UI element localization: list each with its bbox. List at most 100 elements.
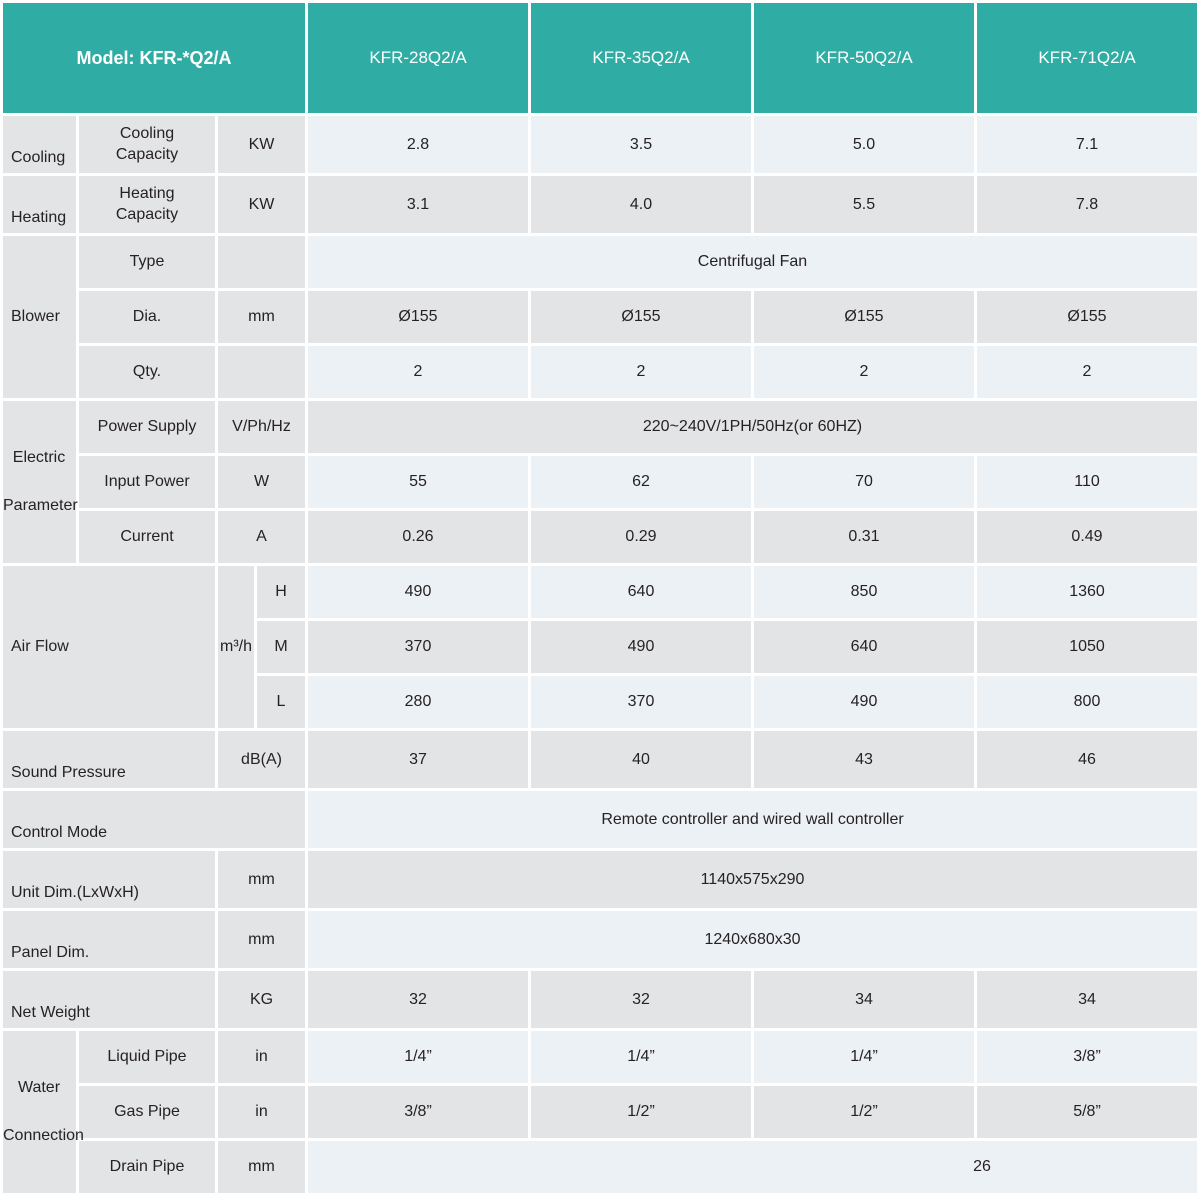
cooling-group-label: Cooling [3, 116, 76, 173]
heating-unit: KW [218, 176, 305, 233]
heating-row: Heating Heating Capacity KW 3.1 4.0 5.5 … [3, 176, 1197, 233]
input-power-unit: W [218, 456, 305, 508]
gas-pipe-value-4: 5/8” [977, 1086, 1197, 1138]
net-weight-value-2: 32 [531, 971, 751, 1028]
control-mode-label: Control Mode [3, 791, 305, 848]
cooling-value-3: 5.0 [754, 116, 974, 173]
sound-pressure-value-2: 40 [531, 731, 751, 788]
liquid-pipe-value-4: 3/8” [977, 1031, 1197, 1083]
input-power-value-3: 70 [754, 456, 974, 508]
air-flow-h-value-3: 850 [754, 566, 974, 618]
blower-qty-value-2: 2 [531, 346, 751, 398]
drain-pipe-label: Drain Pipe [79, 1141, 215, 1193]
current-row: Current A 0.26 0.29 0.31 0.49 [3, 511, 1197, 563]
control-mode-row: Control Mode Remote controller and wired… [3, 791, 1197, 848]
drain-pipe-row: Drain Pipe mm 26 [3, 1141, 1197, 1193]
air-flow-l-value-3: 490 [754, 676, 974, 728]
gas-pipe-unit: in [218, 1086, 305, 1138]
heating-value-3: 5.5 [754, 176, 974, 233]
liquid-pipe-unit: in [218, 1031, 305, 1083]
net-weight-value-4: 34 [977, 971, 1197, 1028]
panel-dim-unit: mm [218, 911, 305, 968]
heating-capacity-label: Heating Capacity [79, 176, 215, 233]
blower-dia-value-1: Ø155 [308, 291, 528, 343]
air-flow-h-row: Air Flow m³/h H 490 640 850 1360 [3, 566, 1197, 728]
cooling-value-2: 3.5 [531, 116, 751, 173]
air-flow-unit: m³/h [218, 566, 254, 728]
heating-group-label: Heating [3, 176, 76, 233]
blower-qty-value-3: 2 [754, 346, 974, 398]
air-flow-m-label: M [257, 621, 305, 673]
net-weight-label: Net Weight [3, 971, 215, 1028]
drain-pipe-unit: mm [218, 1141, 305, 1193]
heating-value-4: 7.8 [977, 176, 1197, 233]
heating-value-1: 3.1 [308, 176, 528, 233]
air-flow-group-label: Air Flow [3, 566, 215, 728]
air-flow-h-label: H [257, 566, 305, 618]
net-weight-value-3: 34 [754, 971, 974, 1028]
cooling-value-4: 7.1 [977, 116, 1197, 173]
net-weight-row: Net Weight KG 32 32 34 34 [3, 971, 1197, 1028]
liquid-pipe-value-3: 1/4” [754, 1031, 974, 1083]
sound-pressure-unit: dB(A) [218, 731, 305, 788]
unit-dim-row: Unit Dim.(LxWxH) mm 1140x575x290 [3, 851, 1197, 908]
current-unit: A [218, 511, 305, 563]
current-value-4: 0.49 [977, 511, 1197, 563]
cooling-value-1: 2.8 [308, 116, 528, 173]
air-flow-m-value-4: 1050 [977, 621, 1197, 673]
panel-dim-value: 1240x680x30 [308, 911, 1197, 968]
air-flow-l-row: L 280 370 490 800 [3, 676, 1197, 728]
current-value-1: 0.26 [308, 511, 528, 563]
model-column-2: KFR-35Q2/A [531, 3, 751, 113]
header-row: Model: KFR-*Q2/A KFR-28Q2/A KFR-35Q2/A K… [3, 3, 1197, 113]
gas-pipe-value-1: 3/8” [308, 1086, 528, 1138]
air-flow-m-value-2: 490 [531, 621, 751, 673]
electric-group-label: Electric Parameter [3, 401, 78, 563]
air-flow-m-row: M 370 490 640 1050 [3, 621, 1197, 673]
current-label: Current [79, 511, 215, 563]
air-flow-l-value-1: 280 [308, 676, 528, 728]
heating-value-2: 4.0 [531, 176, 751, 233]
blower-dia-label: Dia. [79, 291, 215, 343]
power-supply-row: Electric Parameter Power Supply V/Ph/Hz … [3, 401, 1197, 563]
input-power-value-4: 110 [977, 456, 1197, 508]
blower-dia-value-2: Ø155 [531, 291, 751, 343]
model-column-1: KFR-28Q2/A [308, 3, 528, 113]
liquid-pipe-value-2: 1/4” [531, 1031, 751, 1083]
liquid-pipe-value-1: 1/4” [308, 1031, 528, 1083]
sound-pressure-value-4: 46 [977, 731, 1197, 788]
unit-dim-value: 1140x575x290 [308, 851, 1197, 908]
water-group-label: Water Connection [3, 1031, 84, 1193]
input-power-label: Input Power [79, 456, 215, 508]
blower-group-label: Blower [3, 236, 76, 398]
cooling-capacity-label: Cooling Capacity [79, 116, 215, 173]
input-power-value-1: 55 [308, 456, 528, 508]
net-weight-unit: KG [218, 971, 305, 1028]
air-flow-m-value-1: 370 [308, 621, 528, 673]
power-supply-unit: V/Ph/Hz [218, 401, 305, 453]
gas-pipe-value-2: 1/2” [531, 1086, 751, 1138]
sound-pressure-row: Sound Pressure dB(A) 37 40 43 46 [3, 731, 1197, 788]
blower-type-value: Centrifugal Fan [308, 236, 1197, 288]
air-flow-l-label: L [257, 676, 305, 728]
sound-pressure-value-1: 37 [308, 731, 528, 788]
model-column-4: KFR-71Q2/A [977, 3, 1197, 113]
current-value-3: 0.31 [754, 511, 974, 563]
sound-pressure-value-3: 43 [754, 731, 974, 788]
blower-type-row: Blower Type Centrifugal Fan [3, 236, 1197, 398]
air-flow-l-value-4: 800 [977, 676, 1197, 728]
air-flow-h-value-2: 640 [531, 566, 751, 618]
air-flow-l-value-2: 370 [531, 676, 751, 728]
input-power-row: Input Power W 55 62 70 110 [3, 456, 1197, 508]
liquid-pipe-row: Water Connection Liquid Pipe in 1/4” 1/4… [3, 1031, 1197, 1193]
blower-dia-value-3: Ø155 [754, 291, 974, 343]
blower-qty-row: Qty. 2 2 2 2 [3, 346, 1197, 398]
model-column-3: KFR-50Q2/A [754, 3, 974, 113]
model-header-label: Model: KFR-*Q2/A [3, 3, 305, 113]
unit-dim-label: Unit Dim.(LxWxH) [3, 851, 215, 908]
gas-pipe-label: Gas Pipe [79, 1086, 215, 1138]
blower-qty-value-4: 2 [977, 346, 1197, 398]
panel-dim-label: Panel Dim. [3, 911, 215, 968]
blower-type-unit-empty [218, 236, 305, 288]
input-power-value-2: 62 [531, 456, 751, 508]
